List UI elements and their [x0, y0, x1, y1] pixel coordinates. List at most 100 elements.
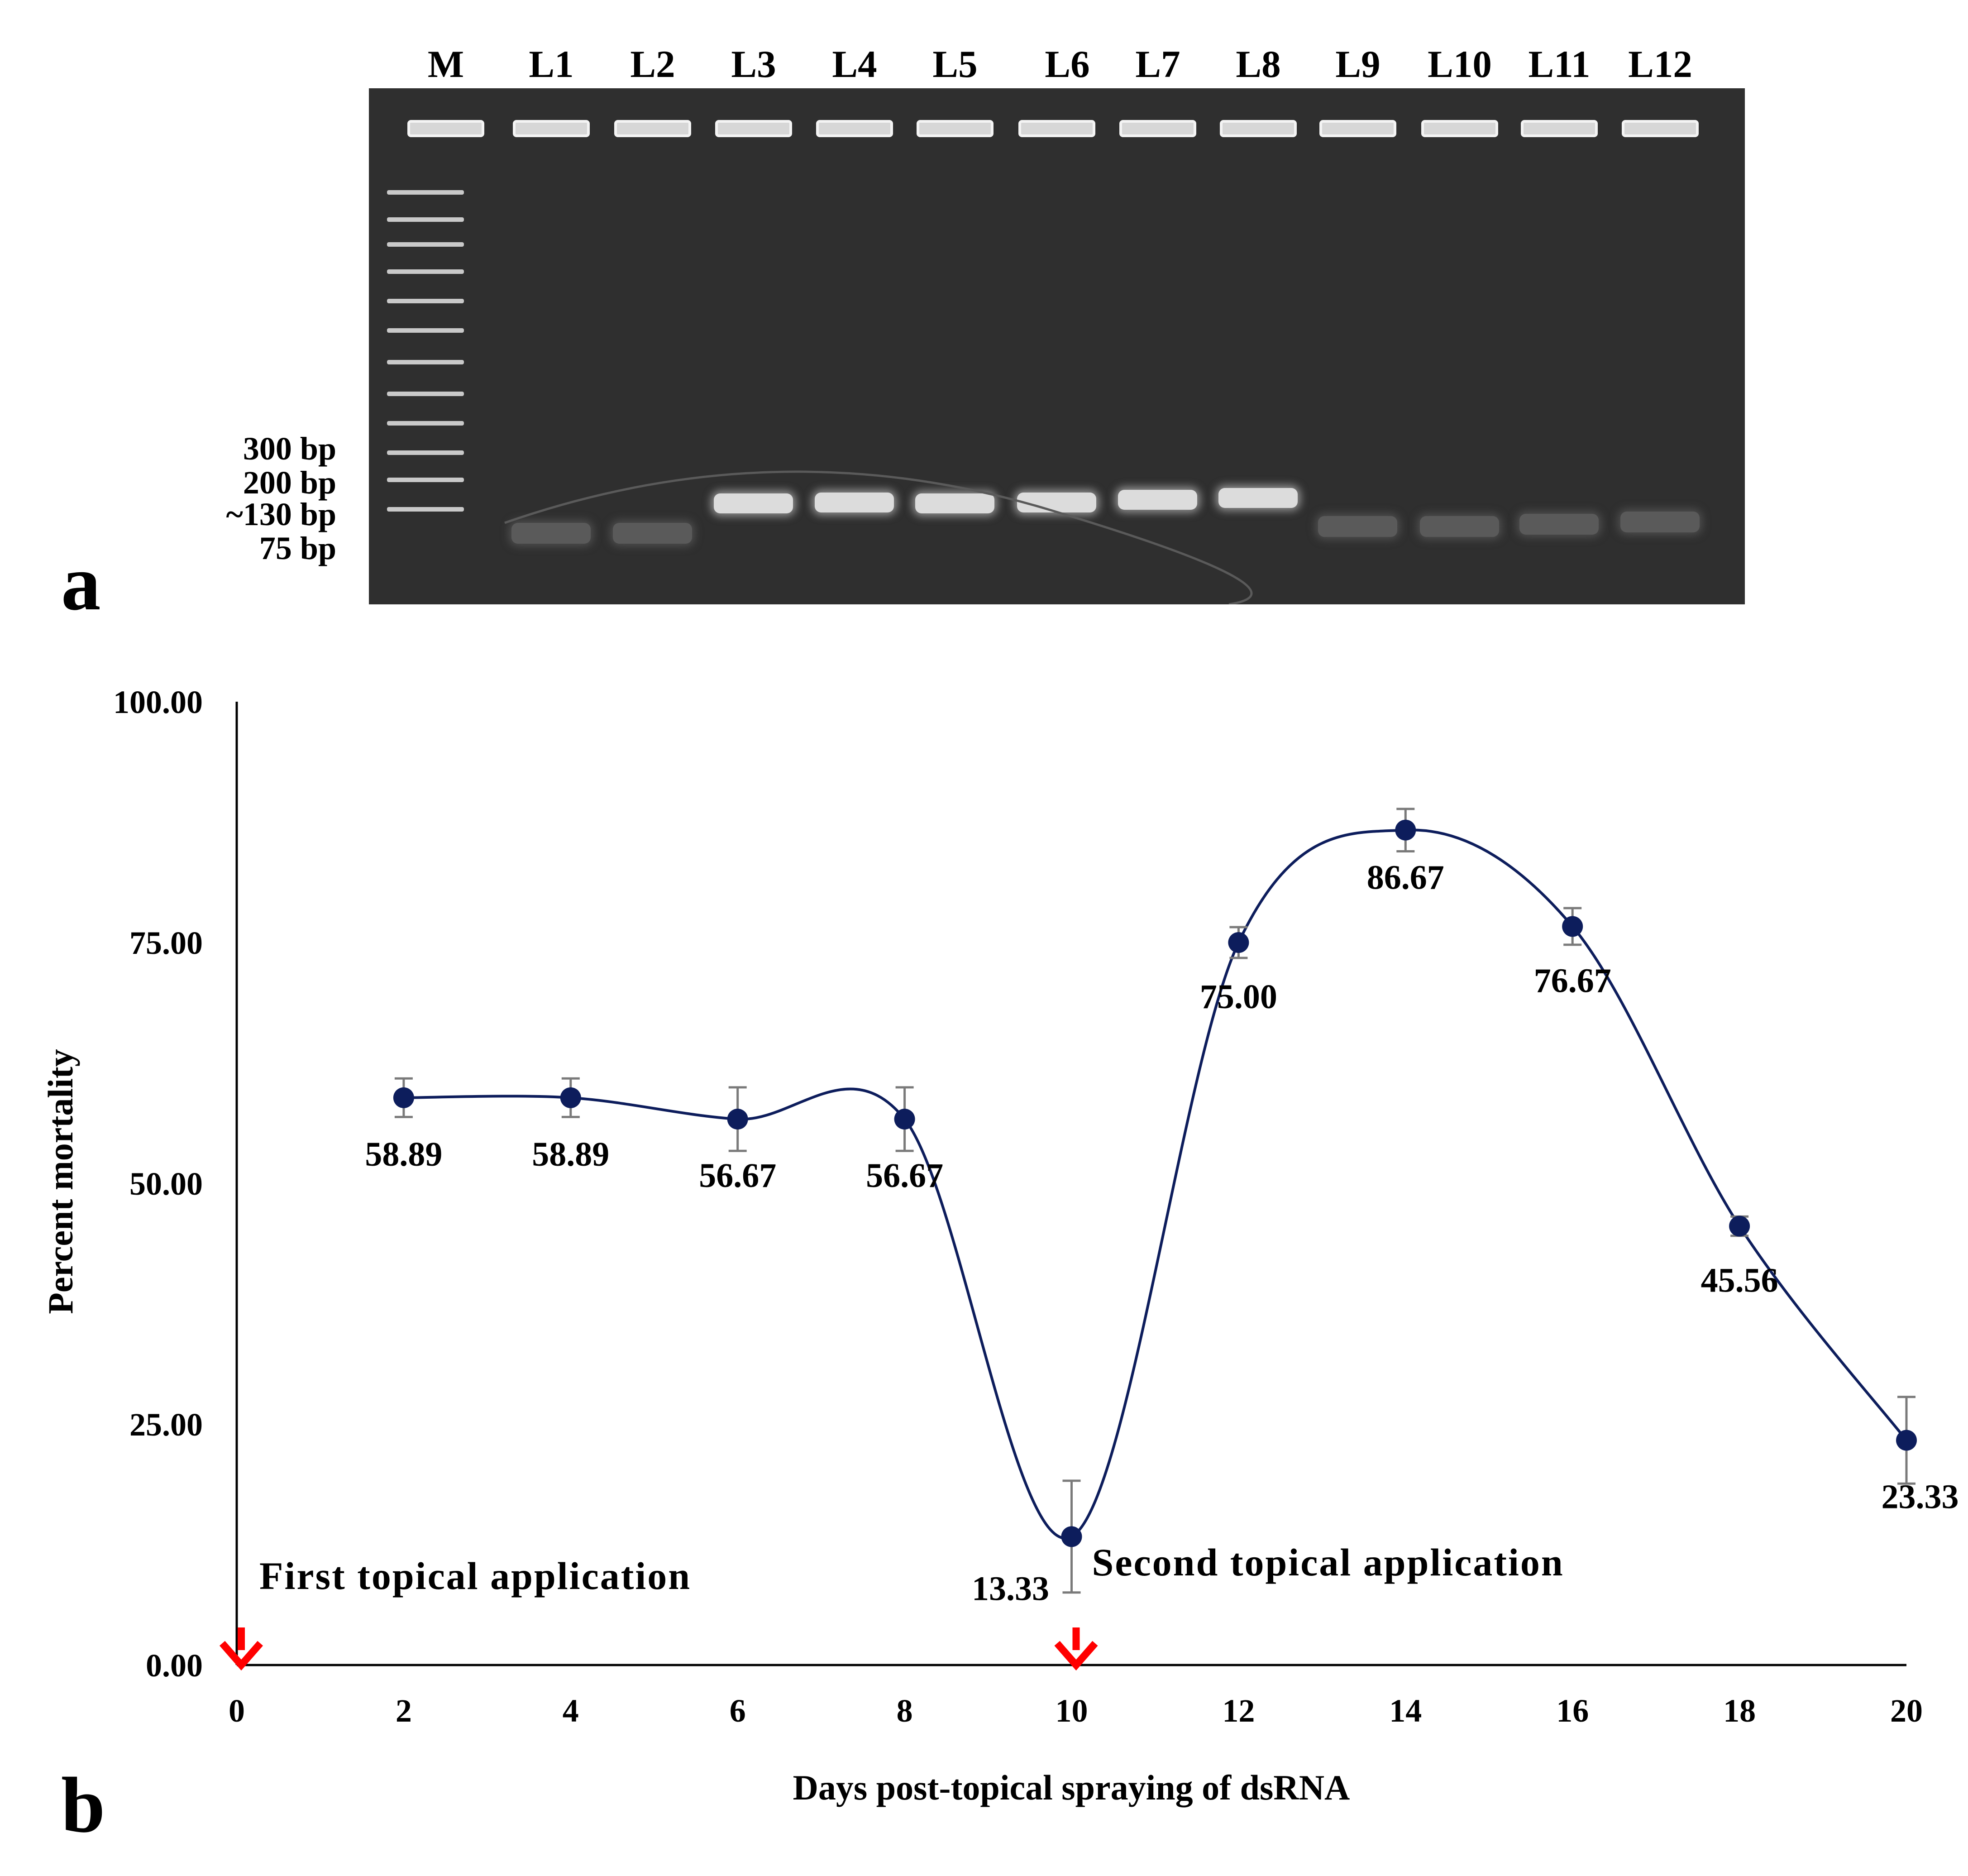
band-l9 — [1318, 516, 1397, 537]
x-tick-label: 8 — [897, 1693, 913, 1729]
x-tick-label: 18 — [1723, 1693, 1756, 1729]
band-l4 — [815, 493, 894, 512]
data-point — [393, 1087, 414, 1108]
well-l8 — [1220, 120, 1297, 137]
data-points — [393, 819, 1917, 1547]
ladder-band — [387, 217, 464, 222]
band-l3 — [714, 493, 793, 513]
data-point — [894, 1109, 915, 1130]
x-tick-label: 0 — [229, 1693, 245, 1729]
ladder-band — [387, 299, 464, 303]
band-l11 — [1519, 514, 1599, 535]
well-l5 — [917, 120, 994, 137]
band-l1 — [511, 523, 591, 544]
x-tick-label: 2 — [396, 1693, 412, 1729]
mortality-line-chart: 0 2 4 6 8 10 12 14 16 18 20 0.00 25.00 50.00 75.00 100… — [41, 684, 1959, 1807]
data-label: 23.33 — [1882, 1478, 1959, 1516]
marker-label-75bp: 75 bp — [259, 530, 336, 566]
lane-label-m: M — [427, 43, 464, 86]
annotation-text: First topical application — [259, 1554, 691, 1598]
well-l1 — [513, 120, 590, 137]
lane-label-l8: L8 — [1236, 43, 1281, 86]
x-tick-label: 14 — [1389, 1693, 1422, 1729]
well-l12 — [1622, 120, 1699, 137]
well-l11 — [1521, 120, 1598, 137]
well-l2 — [614, 120, 691, 137]
annotation: First topical application — [219, 1554, 691, 1671]
lane-label-l2: L2 — [630, 43, 675, 86]
well-l3 — [715, 120, 792, 137]
band-l7 — [1118, 490, 1197, 510]
ladder-band — [387, 421, 464, 426]
marker-label-130bp: ~130 bp — [226, 496, 336, 532]
x-tick-label: 20 — [1890, 1693, 1923, 1729]
ladder-band — [387, 328, 464, 333]
well-m — [407, 120, 484, 137]
lane-label-l9: L9 — [1335, 43, 1380, 86]
ladder-band — [387, 190, 464, 195]
lane-label-l3: L3 — [731, 43, 776, 86]
well-l6 — [1018, 120, 1095, 137]
annotation-text: Second topical application — [1092, 1541, 1564, 1584]
x-axis-title: Days post-topical spraying of dsRNA — [793, 1768, 1350, 1807]
lane-label-l6: L6 — [1045, 43, 1090, 86]
band-l12 — [1620, 512, 1700, 532]
data-label: 56.67 — [699, 1157, 776, 1195]
data-point — [1395, 819, 1416, 841]
red-arrow-down-icon — [1054, 1641, 1098, 1671]
marker-label-200bp: 200 bp — [243, 464, 336, 501]
data-label: 58.89 — [532, 1135, 609, 1173]
lane-label-l1: L1 — [529, 43, 574, 86]
ladder-band — [387, 507, 464, 512]
series-line — [403, 828, 1908, 1540]
lane-label-l12: L12 — [1628, 43, 1692, 86]
data-point — [1729, 1216, 1750, 1237]
ladder-band — [387, 242, 464, 247]
data-label: 86.67 — [1367, 859, 1444, 897]
well-l10 — [1421, 120, 1498, 137]
y-tick-label: 75.00 — [129, 925, 203, 961]
ladder-band — [387, 269, 464, 274]
data-label: 56.67 — [866, 1157, 943, 1195]
x-tick-label: 16 — [1556, 1693, 1589, 1729]
panel-a-letter: a — [61, 539, 101, 627]
ladder-band — [387, 478, 464, 482]
lane-label-l11: L11 — [1528, 43, 1591, 86]
data-label: 58.89 — [365, 1135, 442, 1173]
x-tick-label: 10 — [1056, 1693, 1088, 1729]
data-point — [1061, 1526, 1082, 1547]
y-tick-label: 50.00 — [129, 1166, 203, 1202]
data-label: 76.67 — [1534, 962, 1611, 1000]
x-tick-label: 6 — [730, 1693, 746, 1729]
panel-b-letter: b — [61, 1761, 105, 1849]
data-label: 75.00 — [1200, 978, 1277, 1016]
data-point — [727, 1109, 748, 1130]
y-tick-labels: 0.00 25.00 50.00 75.00 100.00 — [113, 684, 203, 1684]
x-tick-label: 12 — [1222, 1693, 1255, 1729]
marker-label-300bp: 300 bp — [243, 431, 336, 467]
band-l5 — [915, 493, 994, 513]
data-label: 45.56 — [1701, 1261, 1778, 1299]
lane-label-l7: L7 — [1135, 43, 1180, 86]
data-labels: 58.89 58.89 56.67 56.67 13.33 75.00 86.67 76.67… — [365, 859, 1958, 1608]
band-l8 — [1218, 488, 1298, 508]
data-point — [1896, 1430, 1917, 1451]
y-tick-label: 25.00 — [129, 1407, 203, 1443]
gel-artifact — [504, 470, 1253, 604]
well-l7 — [1119, 120, 1196, 137]
band-l10 — [1420, 516, 1499, 537]
red-arrow-down-icon — [219, 1641, 263, 1671]
band-l2 — [613, 523, 692, 544]
lane-label-l10: L10 — [1428, 43, 1492, 86]
x-tick-labels: 0 2 4 6 8 10 12 14 16 18 20 — [229, 1693, 1923, 1729]
lane-label-l4: L4 — [832, 43, 877, 86]
error-bars — [394, 808, 1915, 1594]
ladder-band — [387, 450, 464, 455]
lane-label-l5: L5 — [932, 43, 978, 86]
application-annotations: First topical application Second topical … — [219, 1541, 1564, 1671]
y-tick-label: 100.00 — [113, 684, 203, 720]
ladder-band — [387, 392, 464, 396]
band-l6 — [1017, 493, 1096, 512]
well-l9 — [1319, 120, 1396, 137]
data-point — [1228, 932, 1249, 953]
